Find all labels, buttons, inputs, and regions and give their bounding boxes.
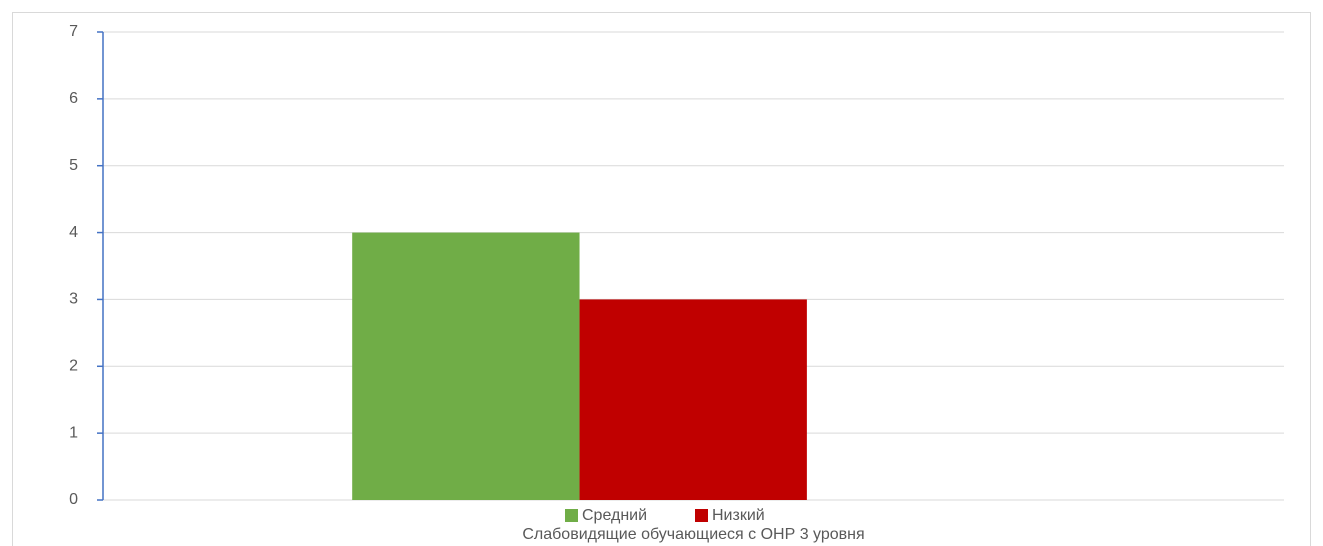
x-tick-label: Слабовидящие обучающиеся с ОНР 3 уровня — [522, 526, 864, 543]
chart-border — [12, 12, 1311, 546]
bar — [579, 299, 807, 500]
y-tick-label: 0 — [69, 491, 78, 508]
bar — [352, 232, 580, 501]
y-tick-label: 1 — [69, 424, 78, 441]
y-tick-label: 4 — [69, 224, 78, 241]
y-tick-label: 2 — [69, 358, 78, 375]
y-tick-label: 6 — [69, 90, 78, 107]
legend-label: Низкий — [712, 507, 765, 524]
legend-swatch — [565, 509, 578, 522]
legend-swatch — [695, 509, 708, 522]
y-tick-label: 7 — [69, 23, 78, 40]
y-tick-label: 3 — [69, 291, 78, 308]
legend-label: Средний — [582, 507, 647, 524]
y-tick-label: 5 — [69, 157, 78, 174]
